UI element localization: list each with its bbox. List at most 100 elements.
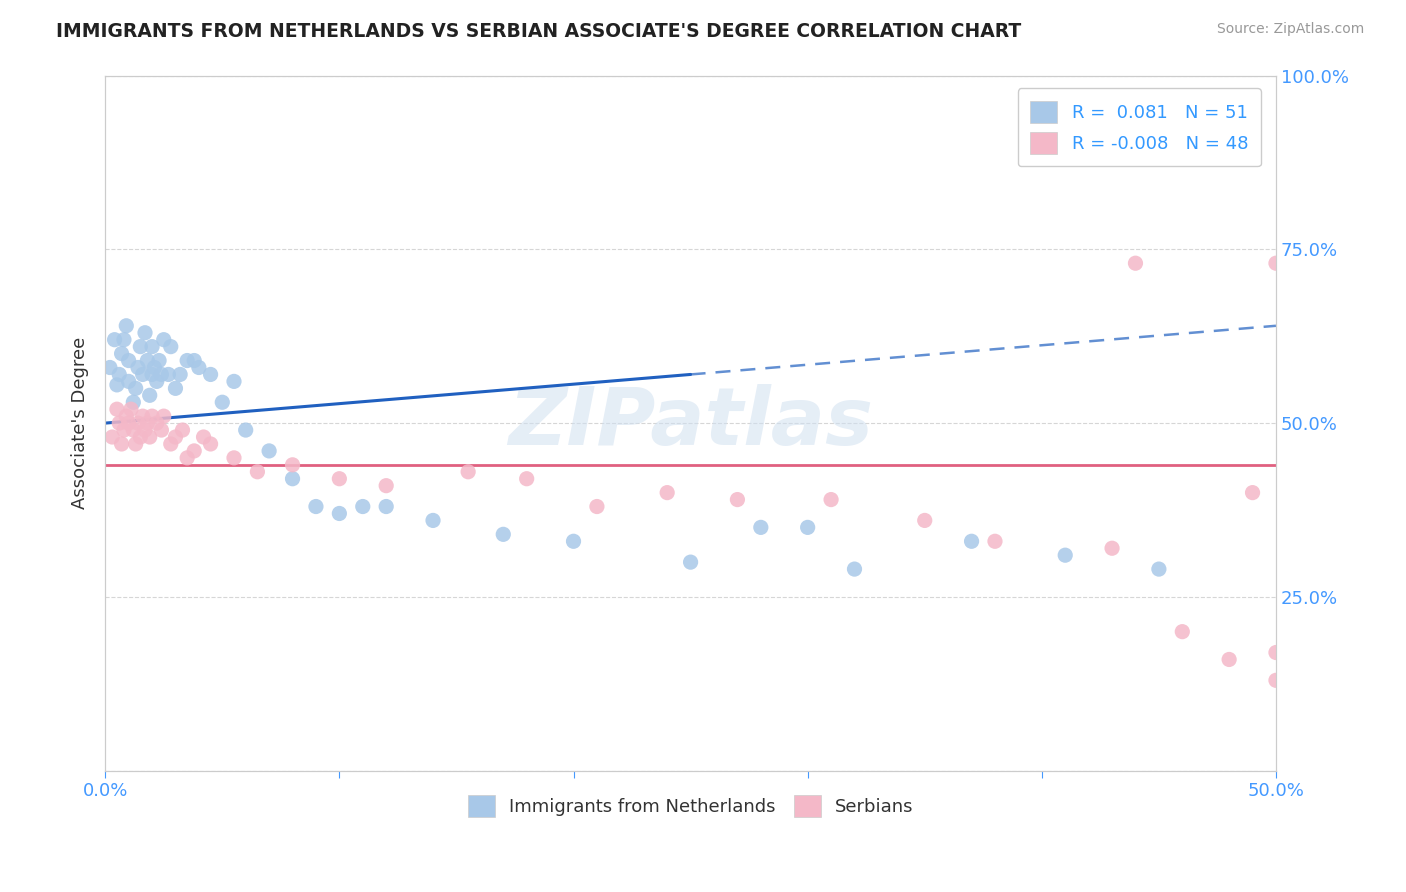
Point: [134, 326, 156, 340]
Point: [1265, 673, 1288, 688]
Point: [257, 444, 280, 458]
Point: [145, 375, 167, 389]
Point: [143, 360, 166, 375]
Point: [183, 353, 205, 368]
Point: [110, 437, 132, 451]
Point: [136, 416, 159, 430]
Point: [281, 472, 304, 486]
Point: [1265, 256, 1288, 270]
Point: [112, 333, 135, 347]
Point: [108, 368, 131, 382]
Text: IMMIGRANTS FROM NETHERLANDS VS SERBIAN ASSOCIATE'S DEGREE CORRELATION CHART: IMMIGRANTS FROM NETHERLANDS VS SERBIAN A…: [56, 22, 1022, 41]
Point: [1125, 256, 1147, 270]
Point: [138, 388, 160, 402]
Point: [141, 409, 163, 424]
Point: [492, 527, 515, 541]
Point: [134, 423, 156, 437]
Point: [157, 368, 180, 382]
Point: [129, 430, 152, 444]
Point: [200, 437, 222, 451]
Point: [165, 381, 187, 395]
Point: [1171, 624, 1194, 639]
Point: [159, 340, 181, 354]
Point: [246, 465, 269, 479]
Point: [122, 423, 145, 437]
Point: [110, 346, 132, 360]
Point: [101, 430, 124, 444]
Point: [124, 381, 146, 395]
Point: [222, 375, 245, 389]
Point: [165, 430, 187, 444]
Text: Source: ZipAtlas.com: Source: ZipAtlas.com: [1216, 22, 1364, 37]
Point: [105, 377, 128, 392]
Point: [105, 402, 128, 417]
Point: [176, 450, 198, 465]
Point: [159, 437, 181, 451]
Point: [103, 333, 125, 347]
Point: [1218, 652, 1240, 666]
Point: [328, 507, 350, 521]
Y-axis label: Associate's Degree: Associate's Degree: [72, 337, 89, 509]
Point: [124, 437, 146, 451]
Point: [375, 500, 398, 514]
Point: [193, 430, 215, 444]
Point: [141, 340, 163, 354]
Point: [150, 423, 173, 437]
Point: [108, 416, 131, 430]
Point: [749, 520, 772, 534]
Point: [200, 368, 222, 382]
Point: [235, 423, 257, 437]
Point: [138, 430, 160, 444]
Point: [222, 450, 245, 465]
Point: [984, 534, 1007, 549]
Point: [1265, 646, 1288, 660]
Point: [148, 353, 170, 368]
Point: [117, 416, 139, 430]
Point: [820, 492, 842, 507]
Point: [120, 402, 142, 417]
Point: [176, 353, 198, 368]
Point: [1101, 541, 1123, 556]
Point: [516, 472, 538, 486]
Point: [1241, 485, 1264, 500]
Point: [115, 318, 138, 333]
Point: [145, 416, 167, 430]
Point: [131, 409, 153, 424]
Point: [422, 513, 444, 527]
Point: [679, 555, 702, 569]
Point: [136, 353, 159, 368]
Point: [960, 534, 983, 549]
Point: [586, 500, 609, 514]
Point: [141, 368, 163, 382]
Point: [562, 534, 585, 549]
Point: [183, 444, 205, 458]
Point: [172, 423, 194, 437]
Point: [131, 368, 153, 382]
Point: [375, 478, 398, 492]
Point: [98, 360, 121, 375]
Point: [211, 395, 233, 409]
Point: [1147, 562, 1170, 576]
Point: [112, 423, 135, 437]
Point: [169, 368, 191, 382]
Point: [117, 353, 139, 368]
Point: [352, 500, 374, 514]
Point: [657, 485, 679, 500]
Point: [152, 333, 174, 347]
Point: [150, 368, 173, 382]
Point: [328, 472, 350, 486]
Point: [844, 562, 866, 576]
Point: [127, 360, 149, 375]
Legend: Immigrants from Netherlands, Serbians: Immigrants from Netherlands, Serbians: [460, 788, 921, 824]
Point: [725, 492, 748, 507]
Point: [796, 520, 818, 534]
Point: [281, 458, 304, 472]
Point: [152, 409, 174, 424]
Point: [117, 375, 139, 389]
Point: [1054, 548, 1077, 562]
Point: [115, 409, 138, 424]
Point: [122, 395, 145, 409]
Point: [914, 513, 936, 527]
Point: [129, 340, 152, 354]
Point: [127, 416, 149, 430]
